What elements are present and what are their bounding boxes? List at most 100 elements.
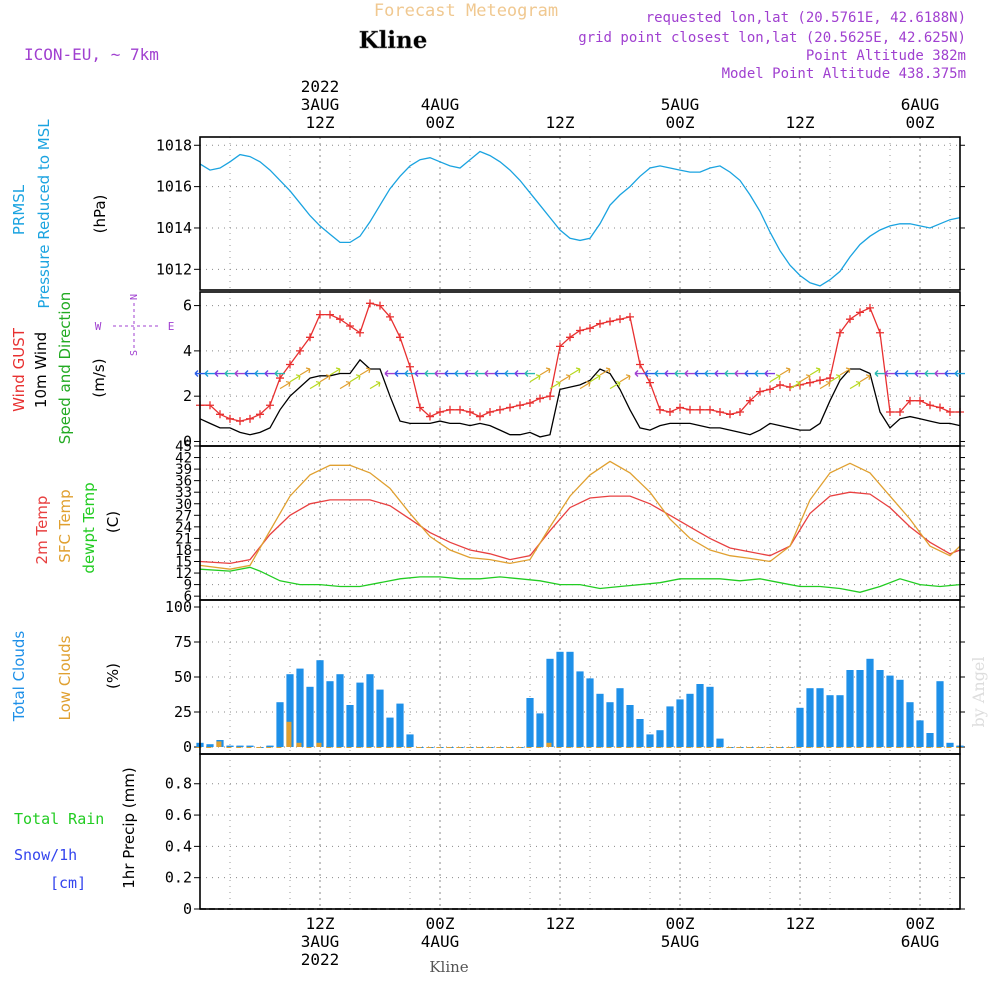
y-tick-label: 0	[183, 738, 192, 756]
wind-arrow	[214, 370, 225, 378]
wind-arrow	[744, 370, 755, 378]
time-label: 4AUG	[421, 95, 460, 114]
low-cloud-bar	[906, 747, 912, 748]
gust-marker	[716, 408, 724, 417]
wind-arrow	[674, 370, 685, 378]
total-cloud-bar	[556, 651, 564, 747]
wind-arrow	[494, 370, 505, 378]
location-title: Kline	[359, 27, 428, 54]
gust-marker	[856, 308, 864, 317]
low-cloud-bar	[236, 747, 242, 748]
compass-e: E	[168, 320, 175, 333]
y-tick-label: 21	[175, 531, 192, 547]
point-altitude: Point Altitude 382m	[806, 48, 966, 64]
low-cloud-bar	[746, 747, 752, 748]
low-cloud-bar	[206, 747, 212, 748]
wind-arrow	[454, 370, 465, 378]
total-cloud-bar	[586, 678, 594, 747]
gust-marker	[356, 328, 364, 337]
total-cloud-bar	[576, 671, 584, 747]
wind-arrow	[579, 381, 591, 390]
wind-arrow	[194, 370, 205, 378]
wind-arrow	[339, 381, 351, 390]
low-cloud-bar	[316, 742, 322, 747]
wind-arrow	[944, 370, 955, 378]
total-cloud-bar	[396, 703, 404, 747]
y-tick-label: 39	[175, 462, 192, 478]
low-clouds-label: Low Clouds	[56, 635, 74, 720]
footer-location: Kline	[429, 958, 468, 976]
low-cloud-bar	[296, 742, 302, 747]
pressure-unit: (hPa)	[91, 195, 109, 234]
total-cloud-bar	[236, 745, 244, 747]
wind-arrow	[404, 370, 415, 378]
gust-marker	[246, 414, 254, 423]
wind-arrow	[819, 381, 831, 390]
y-tick-label: 0	[183, 432, 192, 450]
low-cloud-bar	[816, 747, 822, 748]
time-label: 12Z	[546, 113, 575, 132]
total-cloud-bar	[406, 734, 414, 747]
total-cloud-bar	[366, 674, 374, 747]
low-cloud-bar	[636, 747, 642, 748]
wind-arrow	[524, 370, 535, 378]
total-cloud-bar	[596, 693, 604, 747]
gust-marker	[646, 378, 654, 387]
low-cloud-bar	[886, 747, 892, 748]
wind-arrow	[924, 370, 935, 378]
low-cloud-bar	[846, 747, 852, 748]
gust-marker	[876, 328, 884, 337]
total-cloud-bar	[826, 695, 834, 747]
gust-marker	[686, 405, 694, 414]
wind-arrow	[914, 370, 925, 378]
y-tick-label: 0	[183, 900, 192, 918]
low-cloud-bar	[386, 747, 392, 748]
compass-w: W	[95, 320, 102, 333]
wind10m-label: 10m Wind	[32, 332, 50, 408]
wind-arrow	[549, 381, 561, 390]
gust-marker	[846, 315, 854, 324]
low-cloud-bar	[586, 747, 592, 748]
chart-title: Forecast Meteogram	[374, 1, 558, 21]
gust-marker	[296, 346, 304, 355]
total-cloud-bar	[926, 733, 934, 747]
low-cloud-bar	[706, 747, 712, 748]
gust-marker	[536, 394, 544, 403]
gust-marker	[906, 396, 914, 405]
low-cloud-bar	[546, 742, 552, 747]
time-label: 6AUG	[901, 932, 940, 951]
total-cloud-bar	[626, 705, 634, 747]
low-cloud-bar	[406, 747, 412, 748]
gust-marker	[286, 360, 294, 369]
low-cloud-bar	[506, 747, 512, 748]
low-cloud-bar	[686, 747, 692, 748]
y-tick-label: 1014	[156, 219, 192, 237]
prmsl-label: PRMSL	[10, 184, 28, 235]
wind-arrow	[644, 370, 655, 378]
low-cloud-bar	[606, 747, 612, 748]
time-label: 2022	[301, 950, 340, 969]
total-cloud-bar	[646, 734, 654, 747]
low-cloud-bar	[556, 747, 562, 748]
time-label: 00Z	[666, 113, 695, 132]
low-cloud-bar	[666, 747, 672, 748]
wind-arrow	[714, 370, 725, 378]
temp2m-label: 2m Temp	[33, 496, 51, 565]
wind-arrow	[484, 370, 495, 378]
gust-marker	[926, 401, 934, 410]
wind-compass: N S W E	[95, 294, 175, 356]
total-cloud-bar	[706, 686, 714, 747]
low-cloud-bar	[336, 747, 342, 748]
wind-arrow	[274, 370, 285, 378]
gust-marker	[526, 398, 534, 407]
gust-marker	[596, 319, 604, 328]
gust-marker	[896, 408, 904, 417]
wind-arrow	[694, 370, 705, 378]
total-cloud-bar	[346, 705, 354, 747]
low-cloud-bar	[806, 747, 812, 748]
gust-marker	[476, 412, 484, 421]
low-cloud-bar	[796, 747, 802, 748]
low-cloud-bar	[446, 747, 452, 748]
low-cloud-bar	[766, 747, 772, 748]
